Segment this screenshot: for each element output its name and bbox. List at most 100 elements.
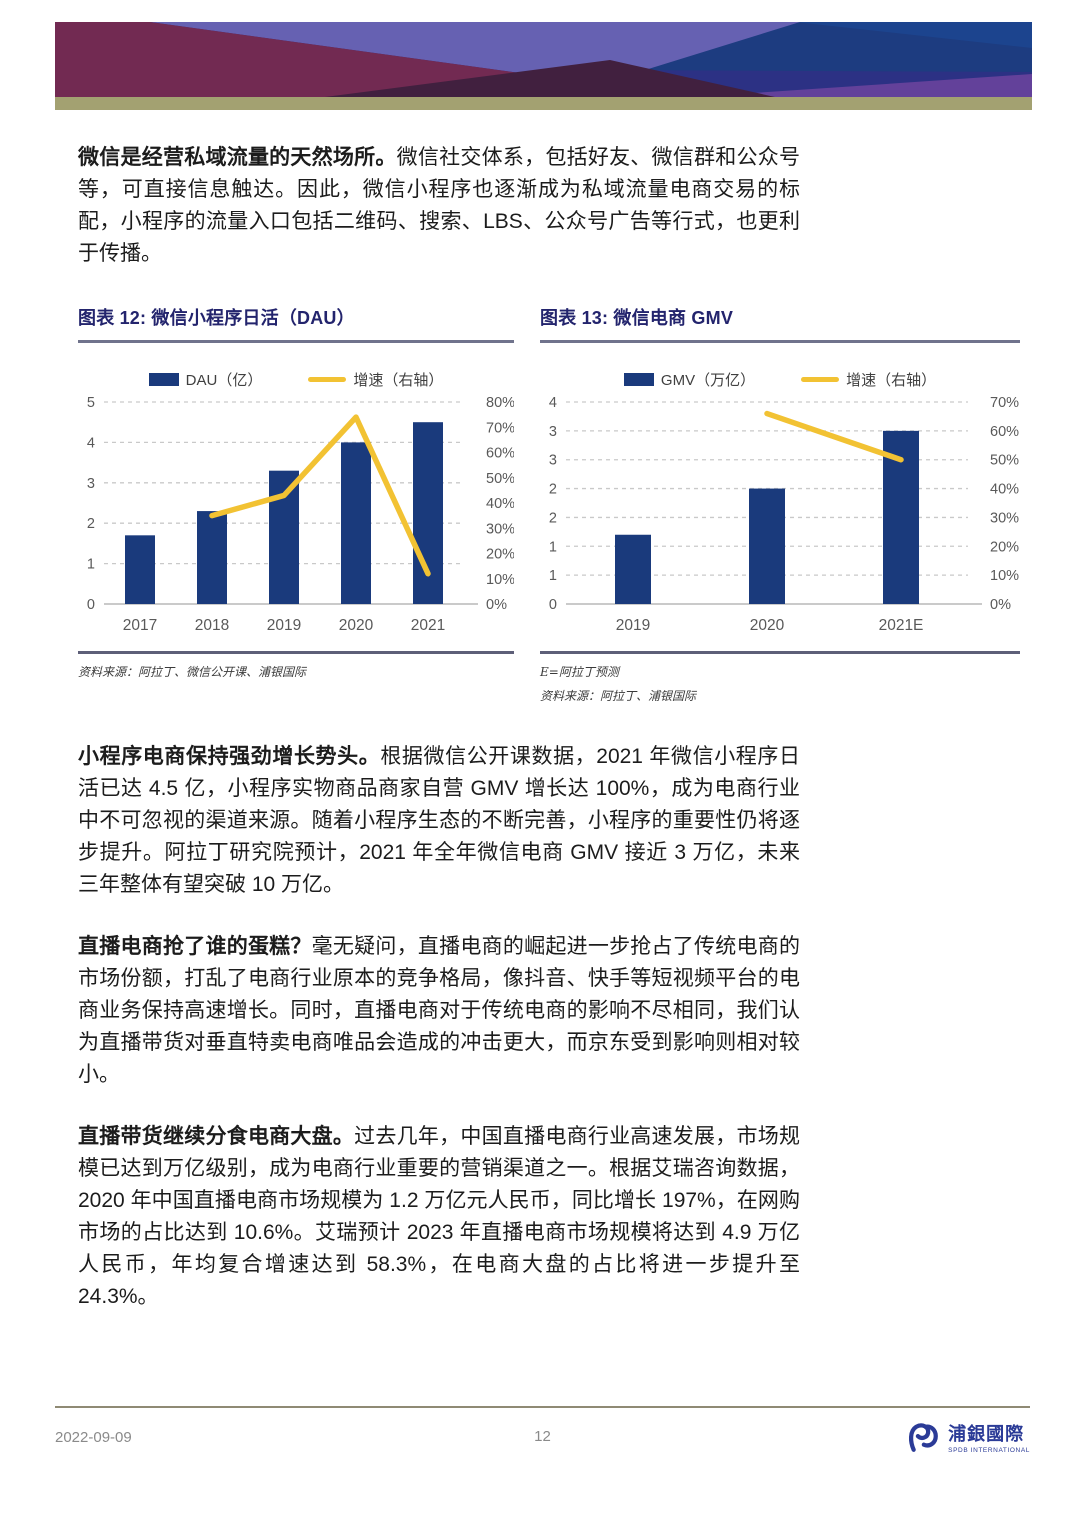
legend-label: 增速（右轴） [353, 372, 444, 389]
right-axis-tick: 60% [486, 446, 514, 462]
line-swatch-icon [801, 377, 840, 382]
legend-label: GMV（万亿） [660, 372, 756, 389]
left-axis-tick: 3 [549, 453, 557, 469]
figure-12-title-rule [78, 340, 514, 343]
paragraph-lead-bold: 微信是经营私域流量的天然场所。 [78, 146, 397, 169]
logo-name-cn: 浦銀國際 [948, 1424, 1025, 1444]
x-axis-label: 2019 [616, 617, 650, 634]
figure-12-bottom-rule [78, 651, 514, 654]
right-axis-tick: 50% [486, 471, 514, 487]
bar [749, 488, 785, 604]
left-axis-tick: 4 [549, 395, 557, 411]
x-axis-label: 2021 [411, 617, 445, 634]
left-axis-tick: 2 [87, 516, 95, 532]
page-number: 12 [534, 1428, 551, 1445]
chart-gmv: 4 3 3 2 2 1 1 0 70% 60% 50% 40% 30% 20% 10% 0% 2019 2020 2… [549, 395, 1019, 634]
legend-item-bar: GMV（万亿） [623, 369, 756, 390]
legend-item-line: 增速（右轴） [308, 369, 443, 390]
right-axis-tick: 30% [486, 521, 514, 537]
spdb-logo: 浦銀國際 SPDB INTERNATIONAL [906, 1420, 1030, 1454]
chart-dau: 5 4 3 2 1 0 80% 70% 60% 50% 40% 30% 20% 10% 0% 2017 2018… [87, 395, 515, 634]
left-axis-tick: 3 [87, 476, 95, 492]
legend-label: DAU（亿） [185, 372, 263, 389]
bar-swatch-icon [623, 373, 654, 386]
bar [125, 535, 155, 604]
right-axis-tick: 30% [990, 510, 1019, 526]
figure-13-source: 资料来源：阿拉丁、浦银国际 [540, 689, 697, 703]
legend-item-bar: DAU（亿） [148, 369, 263, 390]
right-axis-tick: 20% [990, 539, 1019, 555]
right-axis-tick: 70% [486, 420, 514, 436]
left-axis-tick: 5 [87, 395, 95, 411]
report-date: 2022-09-09 [55, 1428, 132, 1446]
right-axis-tick: 60% [990, 424, 1019, 440]
paragraph-body-text: 根据微信公开课数据，2021 年微信小程序日活已达 4.5 亿，小程序实物商品商… [78, 745, 800, 896]
bar [615, 534, 651, 604]
logo-name-en: SPDB INTERNATIONAL [948, 1447, 1030, 1454]
paragraph-livestream-market: 直播带货继续分食电商大盘。过去几年，中国直播电商行业高速发展，市场规模已达到万亿… [78, 1121, 800, 1313]
figure-13-note: E=阿拉丁预测 [540, 665, 619, 679]
spdb-logo-text: 浦銀國際 SPDB INTERNATIONAL [948, 1420, 1030, 1454]
left-axis-tick: 1 [549, 539, 557, 555]
paragraph-body-text: 过去几年，中国直播电商行业高速发展，市场规模已达到万亿级别，成为电商行业重要的营… [78, 1125, 801, 1308]
left-axis-tick: 2 [549, 482, 557, 498]
paragraph-miniprogram-growth: 小程序电商保持强劲增长势头。根据微信公开课数据，2021 年微信小程序日活已达 … [78, 741, 800, 901]
header-banner [55, 22, 1032, 110]
legend-label: 增速（右轴） [846, 372, 937, 389]
paragraph-body-text: 毫无疑问，直播电商的崛起进一步抢占了传统电商的市场份额，打乱了电商行业原本的竞争… [78, 935, 801, 1086]
figure-13-title-rule [540, 340, 1020, 343]
right-axis-tick: 80% [486, 395, 514, 411]
left-axis-tick: 0 [549, 597, 557, 613]
left-axis-tick: 4 [87, 435, 95, 451]
figure-13-legend: GMV（万亿） 增速（右轴） [540, 369, 1020, 390]
growth-line [764, 410, 904, 463]
left-axis-tick: 0 [87, 597, 95, 613]
right-axis-tick: 40% [486, 496, 514, 512]
right-axis-tick: 50% [990, 453, 1019, 469]
bar [269, 470, 299, 604]
x-axis-label: 2018 [195, 617, 229, 634]
figure-12-legend: DAU（亿） 增速（右轴） [78, 369, 514, 390]
bar [341, 442, 371, 604]
right-axis-tick: 10% [990, 568, 1019, 584]
x-axis-label: 2021E [879, 617, 924, 634]
footer-row: 2022-09-09 12 浦銀國際 SPDB INTERNATIONAL [55, 1420, 1030, 1454]
footer-divider [55, 1406, 1030, 1408]
figure-13: 图表 13: 微信电商 GMV GMV（万亿） 增速（右轴） 4 3 3 2 2 1 1 0 7… [540, 304, 1020, 707]
line-swatch-icon [308, 377, 347, 382]
x-axis-label: 2017 [123, 617, 157, 634]
right-axis-tick: 40% [990, 482, 1019, 498]
left-axis-tick: 1 [549, 568, 557, 584]
paragraph-livestream-competition: 直播电商抢了谁的蛋糕？毫无疑问，直播电商的崛起进一步抢占了传统电商的市场份额，打… [78, 931, 800, 1091]
right-axis-tick: 0% [486, 597, 507, 613]
paragraph-wechat-private-traffic: 微信是经营私域流量的天然场所。微信社交体系，包括好友、微信群和公众号等，可直接信… [78, 142, 800, 270]
right-axis-tick: 0% [990, 597, 1011, 613]
left-axis-tick: 3 [549, 424, 557, 440]
page-content: 微信是经营私域流量的天然场所。微信社交体系，包括好友、微信群和公众号等，可直接信… [78, 142, 1022, 1343]
left-axis-tick: 1 [87, 557, 95, 573]
figure-12-title: 图表 12: 微信小程序日活（DAU） [78, 308, 355, 328]
figure-13-bottom-rule [540, 651, 1020, 654]
bar [197, 511, 227, 604]
left-axis-tick: 2 [549, 510, 557, 526]
bar [413, 422, 443, 604]
x-axis-label: 2020 [339, 617, 374, 634]
header-banner-graphic [55, 22, 1032, 110]
bar-swatch-icon [148, 373, 179, 386]
paragraph-lead-bold: 直播带货继续分食电商大盘。 [78, 1125, 355, 1148]
figure-12-source: 资料来源：阿拉丁、微信公开课、浦银国际 [78, 665, 307, 679]
page-footer: 2022-09-09 12 浦銀國際 SPDB INTERNATIONAL [55, 1406, 1030, 1454]
right-axis-tick: 10% [486, 572, 514, 588]
spdb-logo-icon [909, 1423, 939, 1452]
legend-item-line: 增速（右轴） [801, 369, 936, 390]
x-axis-label: 2020 [750, 617, 785, 634]
growth-line [209, 414, 431, 577]
right-axis-tick: 20% [486, 547, 514, 563]
x-axis-label: 2019 [267, 617, 301, 634]
paragraph-body-text: 微信社交体系，包括好友、微信群和公众号等，可直接信息触达。因此，微信小程序也逐渐… [78, 146, 801, 265]
paragraph-lead-bold: 直播电商抢了谁的蛋糕？ [78, 935, 312, 958]
paragraph-lead-bold: 小程序电商保持强劲增长势头。 [78, 745, 381, 768]
